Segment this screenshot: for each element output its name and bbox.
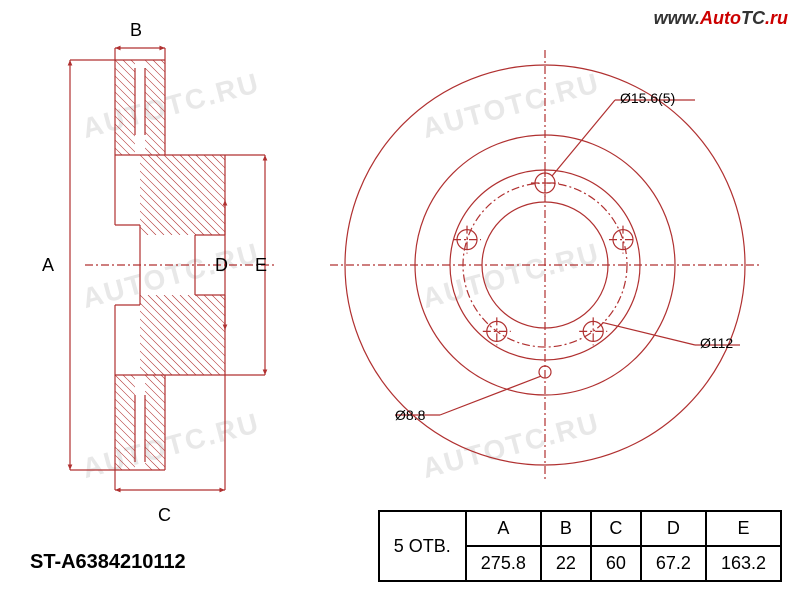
callout-bolt-hole: Ø15.6(5) <box>620 90 675 106</box>
table-row: 5 ОТВ. A B C D E <box>379 511 781 546</box>
table-cell: 67.2 <box>641 546 706 581</box>
table-header: B <box>541 511 591 546</box>
dim-label-b: B <box>130 20 142 41</box>
part-number: ST-A6384210112 <box>30 551 186 574</box>
callout-pin: Ø8.8 <box>395 407 425 423</box>
callout-pcd: Ø112 <box>700 335 733 351</box>
dim-label-d: D <box>215 255 228 276</box>
dim-label-e: E <box>255 255 267 276</box>
dim-label-a: A <box>42 255 54 276</box>
table-cell: 275.8 <box>466 546 541 581</box>
dimension-table: 5 ОТВ. A B C D E 275.8 22 60 67.2 163.2 <box>378 510 782 582</box>
table-cell: 163.2 <box>706 546 781 581</box>
table-header: E <box>706 511 781 546</box>
table-cell: 22 <box>541 546 591 581</box>
table-header: A <box>466 511 541 546</box>
table-header: D <box>641 511 706 546</box>
dim-label-c: C <box>158 505 171 526</box>
table-cell: 60 <box>591 546 641 581</box>
holes-count: 5 ОТВ. <box>379 511 466 581</box>
table-header: C <box>591 511 641 546</box>
